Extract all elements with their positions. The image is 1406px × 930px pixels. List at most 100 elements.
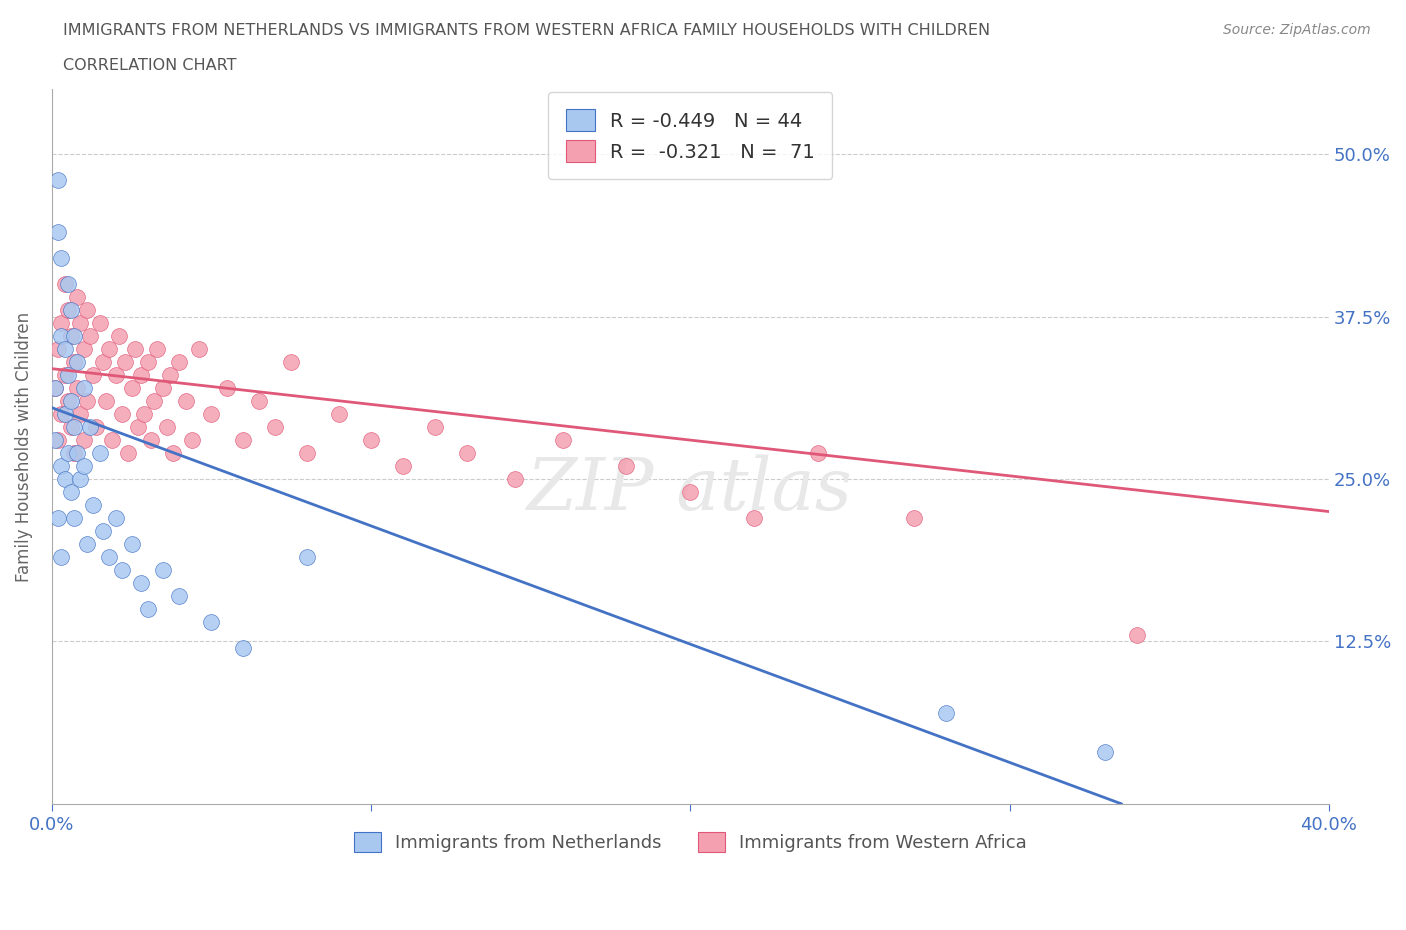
Point (46, 225, 69, 240)
Point (423, 419, 446, 434)
Point (360, 432, 382, 447)
Point (94, 393, 117, 408)
Point (59, 485, 82, 499)
Point (63, 511, 86, 525)
Point (129, 367, 152, 382)
Point (392, 458, 415, 473)
Point (146, 341, 169, 356)
Text: ZIP atlas: ZIP atlas (527, 454, 853, 525)
Point (121, 537, 143, 551)
Point (117, 445, 139, 460)
Point (142, 393, 165, 408)
Point (53, 472, 76, 486)
Point (232, 641, 254, 656)
Point (46, 432, 69, 447)
Point (134, 406, 156, 421)
Point (66, 290, 89, 305)
Point (69, 472, 91, 486)
Point (152, 380, 174, 395)
Point (59, 419, 82, 434)
Point (51, 458, 73, 473)
Point (66, 445, 89, 460)
Point (44, 380, 66, 395)
Point (111, 406, 134, 421)
Point (181, 432, 204, 447)
Point (69, 406, 91, 421)
Point (264, 419, 287, 434)
Point (46, 511, 69, 525)
Point (742, 511, 765, 525)
Y-axis label: Family Households with Children: Family Households with Children (15, 312, 32, 581)
Point (76, 303, 98, 318)
Point (63, 328, 86, 343)
Point (136, 354, 159, 369)
Point (44, 380, 66, 395)
Point (503, 472, 526, 486)
Point (807, 445, 830, 460)
Point (174, 393, 197, 408)
Point (73, 341, 96, 356)
Point (280, 354, 302, 369)
Point (51, 406, 73, 421)
Point (903, 511, 925, 525)
Point (46, 341, 69, 356)
Point (51, 328, 73, 343)
Point (98, 341, 121, 356)
Point (247, 393, 270, 408)
Point (46, 173, 69, 188)
Legend: Immigrants from Netherlands, Immigrants from Western Africa: Immigrants from Netherlands, Immigrants … (346, 825, 1035, 859)
Point (217, 380, 239, 395)
Point (200, 406, 222, 421)
Point (156, 419, 179, 434)
Point (51, 550, 73, 565)
Point (551, 432, 574, 447)
Text: CORRELATION CHART: CORRELATION CHART (63, 58, 236, 73)
Point (139, 432, 162, 447)
Point (86, 419, 108, 434)
Point (107, 328, 129, 343)
Point (53, 277, 76, 292)
Point (98, 550, 121, 565)
Point (295, 445, 318, 460)
Point (79, 328, 101, 343)
Text: Source: ZipAtlas.com: Source: ZipAtlas.com (1223, 23, 1371, 37)
Point (59, 328, 82, 343)
Point (56, 393, 79, 408)
Point (200, 615, 222, 630)
Point (59, 303, 82, 318)
Point (63, 419, 86, 434)
Point (79, 419, 101, 434)
Point (121, 380, 143, 395)
Point (73, 380, 96, 395)
Point (935, 706, 957, 721)
Point (82, 498, 104, 512)
Point (328, 406, 350, 421)
Point (66, 380, 89, 395)
Point (44, 432, 66, 447)
Point (136, 602, 159, 617)
Point (104, 511, 127, 525)
Point (187, 341, 209, 356)
Point (169, 354, 191, 369)
Point (69, 316, 91, 331)
Point (129, 576, 152, 591)
Point (53, 341, 76, 356)
Point (59, 393, 82, 408)
Point (51, 251, 73, 266)
Point (76, 393, 98, 408)
Point (114, 354, 136, 369)
Point (91, 524, 114, 538)
Point (89, 316, 111, 331)
Point (111, 563, 134, 578)
Point (679, 485, 702, 499)
Point (63, 445, 86, 460)
Point (152, 563, 174, 578)
Point (169, 589, 191, 604)
Point (89, 445, 111, 460)
Point (616, 458, 638, 473)
Point (76, 537, 98, 551)
Point (91, 354, 114, 369)
Point (456, 445, 478, 460)
Point (73, 458, 96, 473)
Point (104, 367, 127, 382)
